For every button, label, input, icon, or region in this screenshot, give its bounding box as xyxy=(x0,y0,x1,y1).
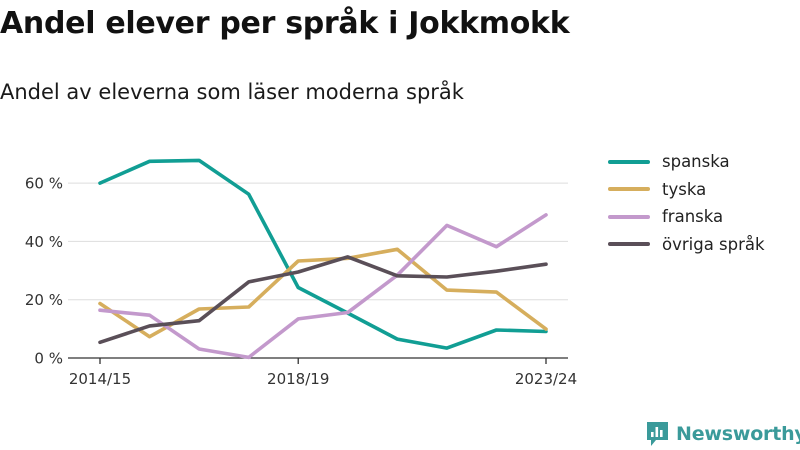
y-tick-label: 60 % xyxy=(25,175,63,193)
brand-name: Newsworthy xyxy=(676,423,800,445)
legend-item: spanska xyxy=(608,148,765,176)
series-line-övriga-språk xyxy=(98,255,548,345)
chart-legend: spanska tyska franska övriga språk xyxy=(608,148,765,258)
legend-item: franska xyxy=(608,203,765,231)
x-tick-label: 2018/19 xyxy=(267,370,329,388)
x-tick-label: 2014/15 xyxy=(69,370,131,388)
y-tick-label: 20 % xyxy=(25,291,63,309)
series-line-spanska xyxy=(98,158,548,350)
legend-swatch xyxy=(608,214,650,219)
legend-label: tyska xyxy=(662,179,707,199)
chart-title: Andel elever per språk i Jokkmokk xyxy=(0,6,570,41)
brand-logo: Newsworthy xyxy=(645,420,800,448)
y-tick-label: 0 % xyxy=(34,350,63,368)
x-tick-label: 2023/24 xyxy=(515,370,577,388)
legend-swatch xyxy=(608,242,650,247)
legend-label: spanska xyxy=(662,152,730,172)
legend-swatch xyxy=(608,159,650,164)
legend-label: övriga språk xyxy=(662,234,765,254)
legend-label: franska xyxy=(662,207,724,227)
legend-item: tyska xyxy=(608,176,765,204)
series-line-franska xyxy=(98,213,548,360)
legend-swatch xyxy=(608,187,650,192)
chart-subtitle: Andel av eleverna som läser moderna språ… xyxy=(0,80,464,104)
y-tick-label: 40 % xyxy=(25,233,63,251)
newsworthy-logo-icon xyxy=(647,422,668,446)
legend-item: övriga språk xyxy=(608,231,765,259)
